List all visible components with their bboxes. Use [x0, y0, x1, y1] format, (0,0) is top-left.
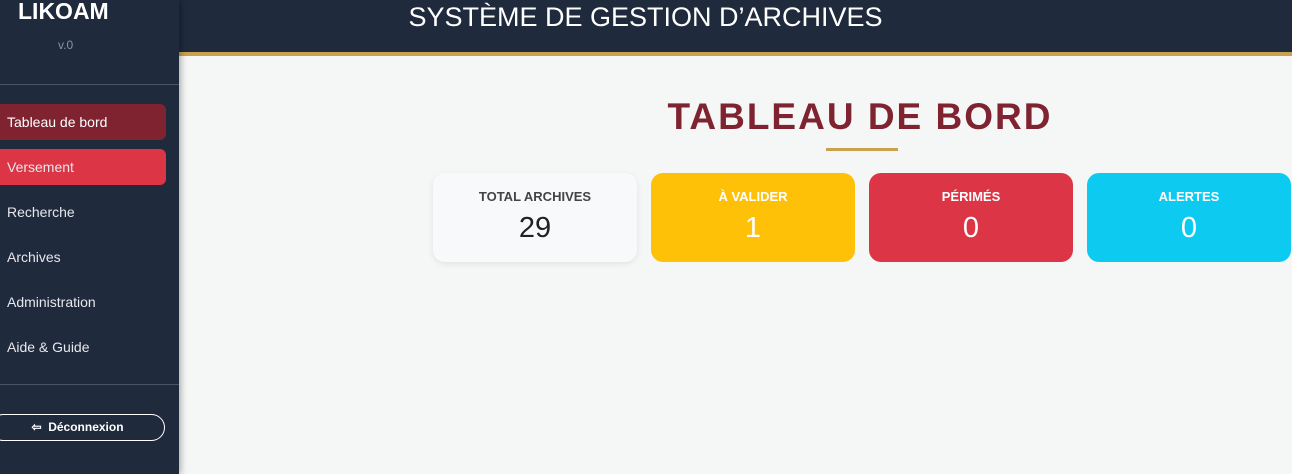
sidebar-item-aide[interactable]: Aide & Guide [7, 339, 90, 355]
card-label: TOTAL ARCHIVES [478, 189, 592, 204]
divider [0, 84, 179, 85]
sidebar-item-recherche[interactable]: Recherche [7, 204, 75, 220]
sidebar-item-administration[interactable]: Administration [7, 294, 96, 310]
logout-icon: ⇦ [31, 420, 42, 434]
card-label: À VALIDER [718, 189, 788, 204]
card-total-archives[interactable]: TOTAL ARCHIVES 29 [433, 173, 637, 262]
card-value: 29 [518, 212, 552, 244]
card-label: ALERTES [1158, 189, 1220, 204]
card-value: 1 [744, 212, 762, 244]
header: SYSTÈME DE GESTION D’ARCHIVES [179, 0, 1292, 56]
card-value: 0 [1180, 212, 1198, 244]
title-underline [826, 148, 898, 151]
header-title: SYSTÈME DE GESTION D’ARCHIVES [408, 2, 883, 32]
card-label: PÉRIMÉS [941, 189, 1001, 204]
divider [0, 384, 179, 385]
card-value: 0 [962, 212, 980, 244]
logout-button[interactable]: ⇦ Déconnexion [0, 414, 165, 441]
card-a-valider[interactable]: À VALIDER 1 [651, 173, 855, 262]
sidebar-item-dashboard[interactable]: Tableau de bord [0, 104, 166, 140]
logo: LIKOAM [18, 0, 109, 24]
page-title: TABLEAU DE BORD [667, 96, 1053, 137]
card-perimes[interactable]: PÉRIMÉS 0 [869, 173, 1073, 262]
version: v.0 [58, 38, 74, 52]
sidebar: LIKOAM v.0 Tableau de bord Versement Rec… [0, 0, 179, 474]
card-alertes[interactable]: ALERTES 0 [1087, 173, 1291, 262]
sidebar-item-archives[interactable]: Archives [7, 249, 61, 265]
logout-label: Déconnexion [48, 420, 124, 434]
sidebar-item-versement[interactable]: Versement [0, 149, 166, 185]
